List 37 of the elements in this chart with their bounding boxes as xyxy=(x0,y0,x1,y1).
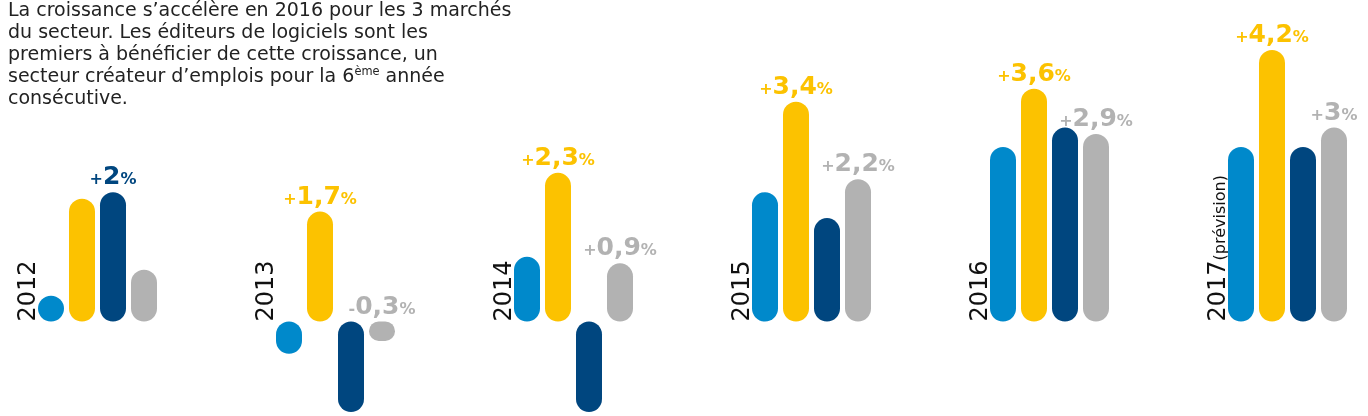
chart-title: La croissance s’accélère en 2016 pour les 3 marchés du secteur. Les éditeurs de logiciels sont les premiers à bénéficier de cette croissance, un secteur créateur d’emplois pour la 6$^{ème}$ année consécutive. xyxy=(8,0,512,108)
bar xyxy=(752,192,778,322)
x-tick-label: 2013 xyxy=(251,260,279,322)
data-label: +2% xyxy=(89,161,137,191)
data-label: +1,7% xyxy=(283,180,357,210)
bar xyxy=(607,263,633,322)
bar xyxy=(1021,88,1047,322)
bar xyxy=(307,211,333,322)
data-label: +2,2% xyxy=(821,148,895,178)
bar xyxy=(545,172,571,322)
bar xyxy=(814,218,840,322)
x-tick-label: 2014 xyxy=(489,260,517,322)
bar xyxy=(1290,146,1316,322)
data-label: +0,9% xyxy=(583,232,657,262)
bar xyxy=(1083,134,1109,322)
bar xyxy=(338,321,364,412)
bar xyxy=(69,198,95,322)
bar xyxy=(100,192,126,322)
data-label: +2,3% xyxy=(521,141,595,171)
data-label: +3% xyxy=(1310,96,1358,126)
bar xyxy=(845,179,871,322)
bar xyxy=(576,321,602,412)
bar xyxy=(783,101,809,322)
x-tick-label: 2015 xyxy=(727,260,755,322)
data-label: +3,6% xyxy=(997,57,1071,87)
x-tick-label: 2016 xyxy=(965,260,993,322)
data-label: +3,4% xyxy=(759,70,833,100)
bar xyxy=(1228,146,1254,322)
x-tick-label: 2017(prévision) xyxy=(1203,175,1231,322)
bar xyxy=(514,256,540,322)
data-label: +2,9% xyxy=(1059,103,1133,133)
data-label: +4,2% xyxy=(1235,19,1309,48)
bar xyxy=(1259,50,1285,322)
data-label: -0,3% xyxy=(348,290,416,320)
bar xyxy=(1321,127,1347,322)
x-tick-label: 2012 xyxy=(13,260,41,322)
bar xyxy=(990,146,1016,322)
